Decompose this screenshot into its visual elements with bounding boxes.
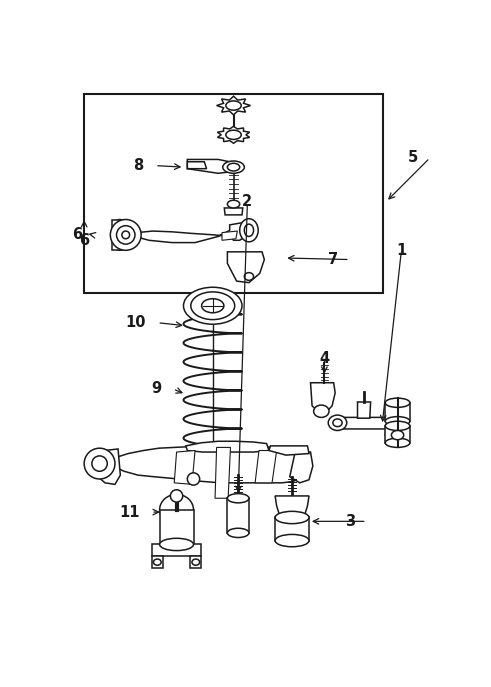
Polygon shape: [275, 517, 309, 541]
Text: 10: 10: [125, 315, 146, 330]
Polygon shape: [385, 426, 410, 443]
Polygon shape: [385, 403, 410, 421]
Ellipse shape: [245, 224, 253, 236]
Text: 5: 5: [408, 150, 418, 166]
Ellipse shape: [245, 273, 253, 280]
Ellipse shape: [184, 287, 242, 324]
Ellipse shape: [188, 473, 200, 485]
Text: 6: 6: [79, 233, 89, 248]
Text: 6: 6: [72, 227, 82, 243]
Ellipse shape: [385, 421, 410, 431]
Polygon shape: [152, 556, 163, 567]
Polygon shape: [191, 556, 201, 567]
Ellipse shape: [226, 130, 241, 139]
Ellipse shape: [122, 231, 130, 239]
Ellipse shape: [110, 220, 141, 250]
Ellipse shape: [191, 292, 235, 319]
Ellipse shape: [84, 448, 115, 479]
Polygon shape: [290, 452, 313, 483]
Polygon shape: [310, 383, 335, 416]
Polygon shape: [227, 252, 264, 282]
Ellipse shape: [328, 415, 347, 431]
Ellipse shape: [112, 220, 127, 250]
Polygon shape: [357, 402, 371, 418]
Polygon shape: [217, 96, 250, 115]
Text: 9: 9: [151, 381, 161, 396]
Ellipse shape: [170, 490, 183, 502]
Ellipse shape: [314, 405, 329, 418]
Text: 7: 7: [328, 252, 338, 267]
Polygon shape: [174, 451, 195, 484]
Polygon shape: [337, 418, 390, 429]
Polygon shape: [224, 208, 243, 215]
Text: 8: 8: [133, 158, 143, 173]
Polygon shape: [92, 449, 120, 484]
Bar: [84, 94, 383, 293]
Polygon shape: [215, 447, 230, 498]
Ellipse shape: [333, 419, 342, 427]
Polygon shape: [109, 445, 307, 483]
Polygon shape: [385, 418, 396, 437]
Ellipse shape: [92, 456, 107, 471]
Text: 2: 2: [243, 194, 252, 210]
Polygon shape: [188, 159, 237, 173]
Polygon shape: [160, 510, 193, 544]
Ellipse shape: [116, 225, 135, 244]
Ellipse shape: [385, 438, 410, 447]
Ellipse shape: [202, 299, 224, 313]
Polygon shape: [269, 446, 309, 455]
Polygon shape: [222, 231, 237, 240]
Ellipse shape: [227, 200, 240, 208]
Text: 11: 11: [119, 504, 139, 519]
Polygon shape: [227, 498, 249, 533]
Polygon shape: [218, 126, 249, 144]
Ellipse shape: [192, 559, 200, 565]
Ellipse shape: [275, 511, 309, 523]
Ellipse shape: [391, 431, 404, 440]
Polygon shape: [275, 496, 309, 516]
Ellipse shape: [160, 495, 193, 525]
Polygon shape: [255, 451, 276, 483]
Ellipse shape: [226, 101, 241, 110]
Polygon shape: [186, 441, 269, 452]
Text: 3: 3: [345, 514, 355, 529]
Ellipse shape: [160, 539, 193, 550]
Ellipse shape: [227, 494, 249, 503]
Text: 4: 4: [319, 350, 329, 365]
Polygon shape: [112, 220, 127, 250]
Text: 1: 1: [396, 243, 407, 258]
Ellipse shape: [385, 416, 410, 426]
Ellipse shape: [275, 534, 309, 547]
Ellipse shape: [223, 161, 245, 173]
Polygon shape: [152, 544, 201, 556]
Ellipse shape: [227, 528, 249, 537]
Polygon shape: [135, 223, 249, 243]
Ellipse shape: [227, 164, 240, 171]
Ellipse shape: [154, 559, 161, 565]
Ellipse shape: [240, 218, 258, 242]
Ellipse shape: [385, 398, 410, 407]
Polygon shape: [188, 161, 207, 169]
